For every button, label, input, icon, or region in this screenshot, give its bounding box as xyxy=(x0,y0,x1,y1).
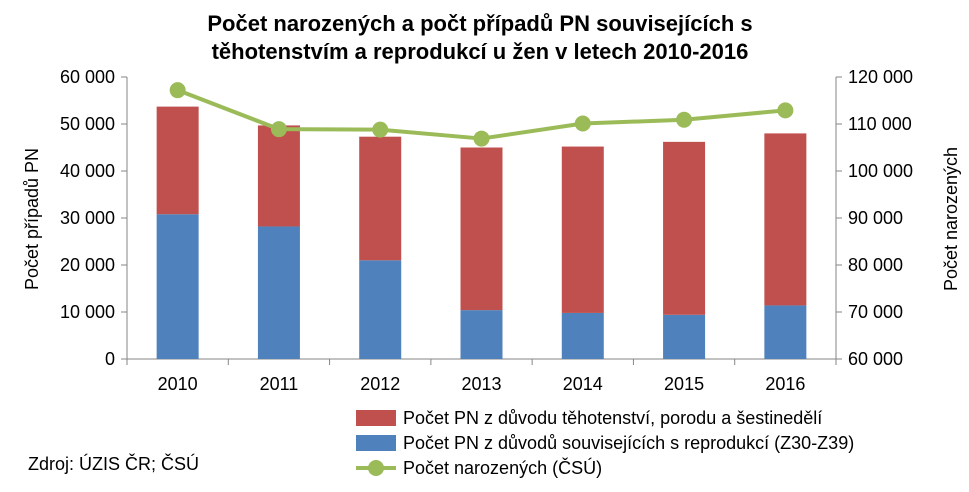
y-tick-label: 40 000 xyxy=(60,161,115,181)
legend-label: Počet PN z důvodů souvisejících s reprod… xyxy=(403,433,854,453)
legend-swatch xyxy=(356,410,396,426)
y2-tick-label: 60 000 xyxy=(848,349,903,369)
chart-title-line-1: Počet narozených a počt případů PN souvi… xyxy=(207,11,752,36)
bar-series-1 xyxy=(257,226,300,359)
y-tick-label: 60 000 xyxy=(60,67,115,87)
line-point xyxy=(270,121,287,138)
bar-series-2 xyxy=(764,133,807,306)
bar-series-2 xyxy=(359,136,402,261)
chart-title-line-2: těhotenstvím a reprodukcí u žen v letech… xyxy=(212,39,749,64)
bar-series-1 xyxy=(156,214,199,359)
line-point xyxy=(777,102,794,119)
line-point xyxy=(473,130,490,147)
x-tick-label: 2013 xyxy=(461,374,501,394)
y2-tick-label: 90 000 xyxy=(848,208,903,228)
x-tick-label: 2015 xyxy=(664,374,704,394)
bar-series-1 xyxy=(460,310,503,359)
bar-series-2 xyxy=(663,141,706,315)
line-point xyxy=(574,115,591,132)
bar-series-2 xyxy=(460,147,503,311)
x-tick-label: 2011 xyxy=(260,374,299,394)
bar-series-2 xyxy=(156,106,199,215)
plot-area: 0 10 000 20 000 30 000 40 000 50 000 60 000 60 … xyxy=(60,67,913,394)
legend-label: Počet PN z důvodu těhotenství, porodu a … xyxy=(403,408,822,428)
bar-series-1 xyxy=(764,305,807,359)
y-tick-label: 50 000 xyxy=(60,114,115,134)
y-tick-label: 10 000 xyxy=(60,302,115,322)
x-tick-label: 2012 xyxy=(360,374,400,394)
y2-tick-label: 120 000 xyxy=(848,67,913,87)
legend-swatch xyxy=(356,435,396,451)
y-tick-label: 30 000 xyxy=(60,208,115,228)
y2-tick-label: 80 000 xyxy=(848,255,903,275)
y2-tick-label: 70 000 xyxy=(848,302,903,322)
bar-series-2 xyxy=(257,125,300,227)
bar-series-1 xyxy=(359,260,402,359)
y-axis-title: Počet případů PN xyxy=(22,148,42,290)
legend-swatch-marker xyxy=(368,460,384,476)
legend: Počet PN z důvodu těhotenství, porodu a … xyxy=(356,408,854,478)
y-tick-label: 0 xyxy=(105,349,115,369)
x-tick-label: 2014 xyxy=(563,374,603,394)
line-point xyxy=(372,121,389,138)
y2-axis-title: Počet narozených xyxy=(941,147,961,291)
legend-label: Počet narozených (ČSÚ) xyxy=(403,457,602,478)
y2-tick-label: 110 000 xyxy=(848,114,912,134)
bar-series-1 xyxy=(663,314,706,359)
bar-series-2 xyxy=(561,146,604,313)
source-note: Zdroj: ÚZIS ČR; ČSÚ xyxy=(28,453,199,474)
y2-tick-label: 100 000 xyxy=(848,161,913,181)
x-tick-label: 2010 xyxy=(158,374,198,394)
bar-series-1 xyxy=(561,312,604,359)
y-tick-label: 20 000 xyxy=(60,255,115,275)
line-point xyxy=(676,111,693,128)
line-point xyxy=(169,82,186,99)
x-tick-label: 2016 xyxy=(765,374,805,394)
